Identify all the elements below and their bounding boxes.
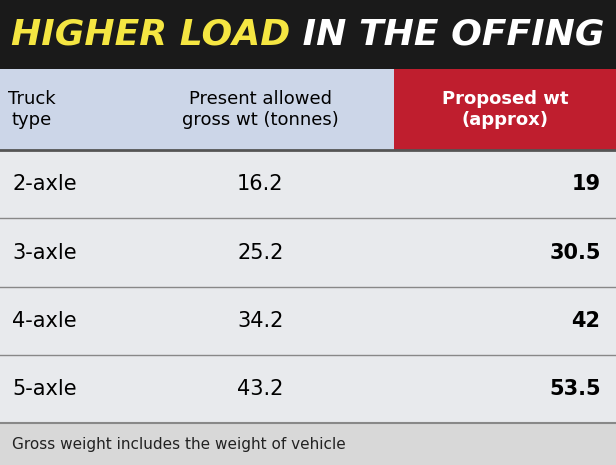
- Text: 42: 42: [572, 311, 601, 331]
- Text: Gross weight includes the weight of vehicle: Gross weight includes the weight of vehi…: [12, 437, 346, 452]
- Text: 19: 19: [572, 174, 601, 194]
- Text: 43.2: 43.2: [237, 379, 283, 399]
- Text: 16.2: 16.2: [237, 174, 283, 194]
- Text: 5-axle: 5-axle: [12, 379, 77, 399]
- Text: 25.2: 25.2: [237, 243, 283, 263]
- Text: Present allowed
gross wt (tonnes): Present allowed gross wt (tonnes): [182, 90, 339, 129]
- Text: 53.5: 53.5: [549, 379, 601, 399]
- Text: 30.5: 30.5: [549, 243, 601, 263]
- Text: Truck
type: Truck type: [8, 90, 55, 129]
- Text: 3-axle: 3-axle: [12, 243, 77, 263]
- Text: IN THE OFFING: IN THE OFFING: [290, 17, 605, 52]
- Text: 34.2: 34.2: [237, 311, 283, 331]
- Text: Proposed wt
(approx): Proposed wt (approx): [442, 90, 569, 129]
- Text: 4-axle: 4-axle: [12, 311, 77, 331]
- Text: HIGHER LOAD: HIGHER LOAD: [11, 17, 290, 52]
- Text: 2-axle: 2-axle: [12, 174, 77, 194]
